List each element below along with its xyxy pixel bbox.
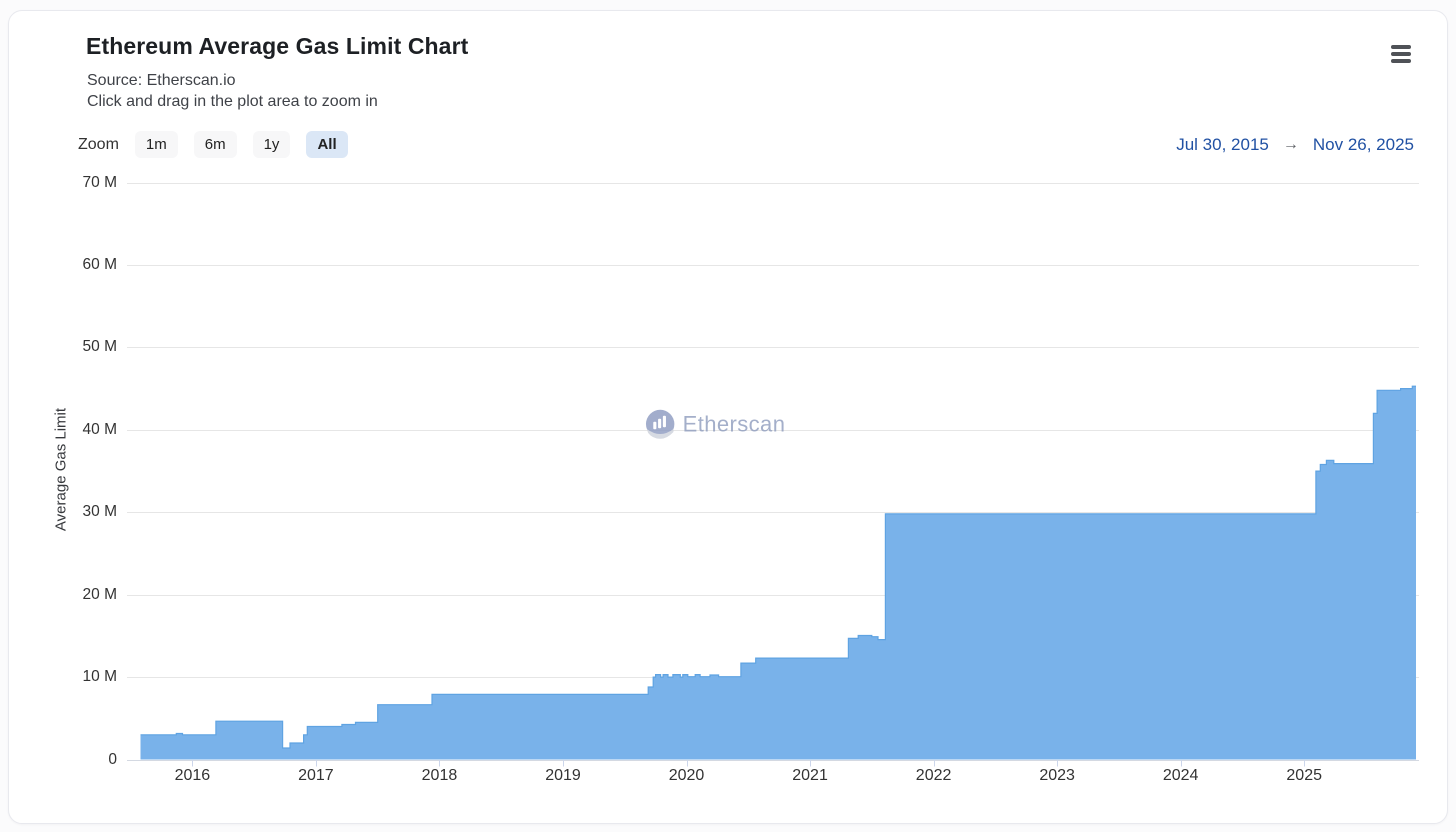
x-tick-label: 2023 bbox=[1012, 767, 1102, 785]
chart-zoom-hint: Click and drag in the plot area to zoom … bbox=[87, 93, 378, 111]
y-tick-label: 50 M bbox=[41, 338, 117, 356]
x-tick-label: 2020 bbox=[642, 767, 732, 785]
range-end-date[interactable]: Nov 26, 2025 bbox=[1313, 135, 1414, 155]
y-tick-label: 40 M bbox=[41, 421, 117, 439]
zoom-button-1m[interactable]: 1m bbox=[135, 131, 178, 158]
x-tick-label: 2025 bbox=[1259, 767, 1349, 785]
y-tick-label: 0 bbox=[41, 751, 117, 769]
chart-source: Source: Etherscan.io bbox=[87, 72, 236, 90]
chart-context-menu-button[interactable] bbox=[1389, 43, 1413, 65]
zoom-button-1y[interactable]: 1y bbox=[253, 131, 291, 158]
hamburger-icon bbox=[1391, 45, 1411, 49]
date-range: Jul 30, 2015 → Nov 26, 2025 bbox=[1176, 135, 1414, 155]
zoom-buttons: 1m 6m 1y All bbox=[135, 131, 364, 158]
y-tick-label: 20 M bbox=[41, 586, 117, 604]
x-tick-label: 2019 bbox=[518, 767, 608, 785]
x-tick-label: 2021 bbox=[765, 767, 855, 785]
y-tick-label: 70 M bbox=[41, 174, 117, 192]
y-tick-label: 30 M bbox=[41, 503, 117, 521]
x-tick-label: 2018 bbox=[394, 767, 484, 785]
arrow-right-icon: → bbox=[1283, 136, 1299, 154]
y-tick-label: 60 M bbox=[41, 256, 117, 274]
y-tick-label: 10 M bbox=[41, 668, 117, 686]
range-start-date[interactable]: Jul 30, 2015 bbox=[1176, 135, 1269, 155]
x-tick-label: 2017 bbox=[271, 767, 361, 785]
x-tick-label: 2024 bbox=[1136, 767, 1226, 785]
zoom-toolbar: Zoom 1m 6m 1y All bbox=[78, 131, 364, 158]
chart-title: Ethereum Average Gas Limit Chart bbox=[86, 33, 468, 60]
area-chart-plot[interactable] bbox=[0, 0, 1456, 832]
y-axis-title: Average Gas Limit bbox=[53, 389, 70, 551]
page: Ethereum Average Gas Limit Chart Source:… bbox=[0, 0, 1456, 832]
x-tick-label: 2022 bbox=[889, 767, 979, 785]
x-tick-label: 2016 bbox=[147, 767, 237, 785]
zoom-button-all[interactable]: All bbox=[306, 131, 347, 158]
zoom-label: Zoom bbox=[78, 136, 119, 154]
zoom-button-6m[interactable]: 6m bbox=[194, 131, 237, 158]
